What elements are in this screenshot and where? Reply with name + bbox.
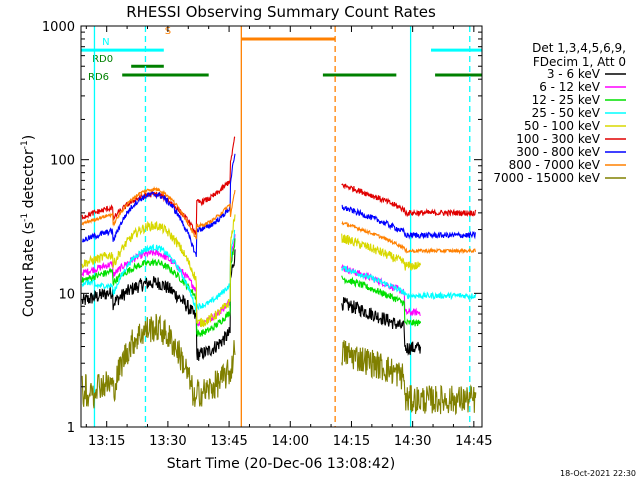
y-axis-label: Count Rate (s-1 detector-1) (20, 135, 37, 317)
legend-header-1: Det 1,3,4,5,6,9, (532, 41, 626, 55)
x-tick-label-1: 13:30 (149, 434, 186, 449)
legend-label-8: 7000 - 15000 keV (493, 171, 600, 185)
legend-label-1: 6 - 12 keV (539, 80, 601, 94)
data-series (81, 136, 477, 416)
y-tick-label-3: 1000 (42, 20, 75, 35)
x-tick-label-3: 14:00 (272, 434, 309, 449)
y-tick-label-0: 1 (67, 421, 75, 436)
plot-frame (80, 25, 483, 428)
chart-title: RHESSI Observing Summary Count Rates (126, 3, 436, 21)
legend: Det 1,3,4,5,6,9, FDecim 1, Att 0 3 - 6 k… (493, 41, 626, 185)
series-3-6keV-trace-1 (341, 297, 422, 356)
series-12-25keV-trace-1 (341, 275, 422, 327)
x-tick-label-0: 13:15 (88, 434, 125, 449)
flag-label-rd0: RD0 (92, 54, 113, 65)
x-tick-label-5: 14:30 (394, 434, 431, 449)
x-tick-label-6: 14:45 (455, 434, 492, 449)
y-tick-label-1: 10 (58, 287, 75, 302)
series-50-100keV-trace-0 (81, 214, 236, 328)
x-tick-label-2: 13:45 (210, 434, 247, 449)
x-tick-label-4: 14:15 (333, 434, 370, 449)
flag-label-n: N (102, 37, 109, 48)
series-300-800keV-trace-0 (81, 153, 236, 257)
series-300-800keV-trace-1 (341, 204, 477, 240)
legend-label-0: 3 - 6 keV (547, 67, 601, 81)
y-tick-label-2: 100 (50, 154, 75, 169)
legend-label-5: 100 - 300 keV (516, 132, 600, 146)
series-12-25keV-trace-0 (81, 238, 236, 337)
series-800-7000keV-trace-1 (341, 220, 476, 255)
series-7000-15000keV-trace-1 (341, 340, 477, 416)
y-axis-ticks: 1 10 100 1000 (42, 20, 482, 436)
series-25-50keV-trace-0 (81, 229, 236, 314)
timestamp: 18-Oct-2021 22:30 (560, 469, 636, 478)
legend-label-7: 800 - 7000 keV (509, 158, 601, 172)
x-axis-label: Start Time (20-Dec-06 13:08:42) (167, 456, 395, 472)
series-50-100keV-trace-1 (341, 233, 422, 271)
x-axis-ticks: 13:15 13:30 13:45 14:00 14:15 14:30 14:45 (85, 26, 493, 449)
legend-label-4: 50 - 100 keV (524, 119, 601, 133)
legend-label-3: 25 - 50 keV (532, 106, 601, 120)
legend-header-2: FDecim 1, Att 0 (533, 55, 626, 69)
series-7000-15000keV-trace-0 (81, 313, 236, 409)
series-100-300keV-trace-1 (341, 183, 477, 218)
legend-label-2: 12 - 25 keV (532, 93, 601, 107)
series-25-50keV-trace-1 (341, 265, 477, 301)
flag-label-rd6: RD6 (88, 72, 109, 83)
legend-label-6: 300 - 800 keV (516, 145, 600, 159)
series-800-7000keV-trace-0 (81, 185, 236, 240)
series-3-6keV-trace-0 (81, 249, 236, 361)
